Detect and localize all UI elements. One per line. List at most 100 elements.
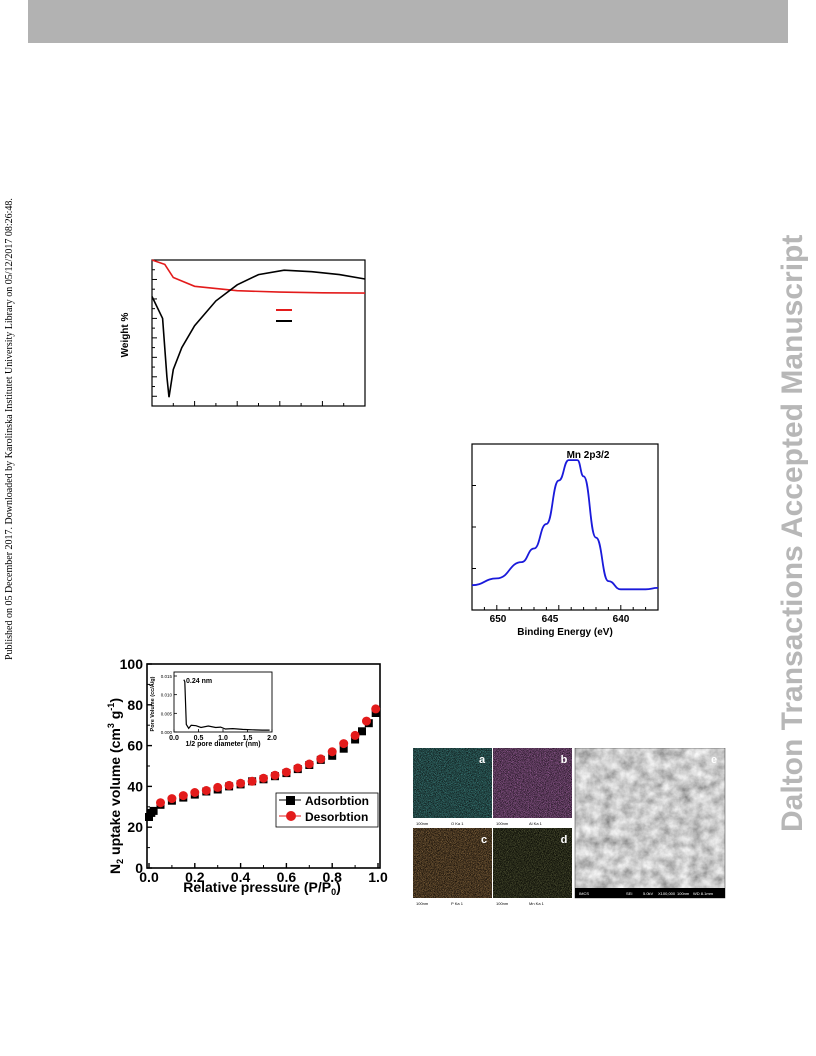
eds-c-signal	[413, 828, 492, 898]
sem-footer-magnification: X100,000	[658, 891, 676, 896]
desorbtion-point	[327, 747, 337, 757]
bet-ytick-label: 60	[127, 738, 143, 754]
xps-figure: Mn 2p3/2 650 645 640 Binding Energy (eV)	[468, 440, 668, 640]
inset-frame	[173, 671, 273, 733]
sem-footer-bar	[575, 888, 725, 898]
desorbtion-point	[371, 704, 381, 714]
panel-label-b: b	[561, 754, 568, 766]
bet-ylabel-sup: 3	[106, 723, 116, 728]
inset-pore-curve	[183, 679, 270, 731]
legend-desorbtion-label: Desorbtion	[305, 810, 368, 824]
bet-figure: 0 20 40 60 80 100 0.0 0.2 0.4 0.6 0.8 1.0 Adsorbti…	[90, 650, 390, 900]
desorbtion-point	[247, 776, 257, 786]
bet-xtick-label: 0.2	[185, 869, 205, 885]
bet-ylabel-rest: uptake volume (cm	[107, 728, 123, 859]
header-bar	[28, 0, 788, 43]
eds-map-oxygen: a 100nm O Ka 1	[413, 748, 492, 827]
eds-c-scale: 100nm	[416, 901, 429, 906]
desorbtion-point	[259, 773, 268, 783]
eds-d-scale: 100nm	[496, 901, 509, 906]
eds-d-caption-bar	[493, 898, 572, 907]
desorbtion-point	[339, 739, 349, 749]
inset-ylabel: Pore Volume (cc/Å/g)	[149, 676, 156, 731]
desorbtion-point	[167, 794, 177, 804]
inset-ytick-label: 0.010	[161, 693, 173, 698]
bet-ytick-label: 40	[127, 778, 143, 794]
bet-yticks: 0 20 40 60 80 100	[120, 656, 152, 876]
bet-ytick-label: 20	[127, 819, 143, 835]
eds-a-signal	[413, 748, 492, 818]
inset-ytick-label: 0.000	[161, 730, 173, 735]
desorbtion-point	[156, 798, 165, 808]
desorbtion-point	[236, 778, 246, 788]
adsorbtion-point	[149, 806, 158, 815]
bet-ylabel-sup2: -1	[106, 703, 116, 711]
inset-xtick-label: 1.5	[243, 735, 253, 742]
panel-label-e: e	[711, 754, 717, 766]
desorbtion-point	[316, 754, 326, 764]
eds-a-caption: O Ka 1	[451, 821, 464, 826]
desorbtion-point	[224, 780, 234, 790]
bet-ytick-label: 80	[127, 697, 143, 713]
panel-label-d: d	[561, 834, 568, 846]
eds-d-signal	[493, 828, 572, 898]
eds-c-caption-bar	[413, 898, 492, 907]
xps-xtick-label: 650	[490, 614, 507, 625]
eds-b-caption-bar	[493, 818, 572, 827]
sem-footer-wd: WD 8.1mm	[693, 891, 714, 896]
inset-xlabel: 1/2 pore diameter (nm)	[185, 741, 260, 748]
xps-xlabel: Binding Energy (eV)	[517, 627, 613, 638]
desorbtion-point	[304, 759, 314, 769]
inset-xtick-label: 0.5	[194, 735, 204, 742]
bet-xlabel-main: Relative pressure (P/P	[183, 879, 331, 895]
bet-xticks: 0.0 0.2 0.4 0.6 0.8 1.0	[139, 863, 388, 885]
accepted-manuscript-watermark: Dalton Transactions Accepted Manuscript	[776, 234, 809, 832]
tga-black-curve	[151, 269, 366, 398]
eds-b-scale: 100nm	[496, 821, 509, 826]
eds-b-caption: Al Ka 1	[529, 821, 543, 826]
panel-label-c: c	[481, 834, 487, 846]
bet-inset: 0.000 0.005 0.010 0.015 0.0 0.5 1.0 1.5 2.0 0.24…	[149, 671, 277, 748]
eds-c-caption: P Ka 1	[451, 901, 464, 906]
tga-chart: Weight %	[120, 259, 366, 407]
xps-xtick-label: 645	[542, 614, 559, 625]
eds-b-signal	[493, 748, 572, 818]
xps-chart: Mn 2p3/2 650 645 640 Binding Energy (eV)	[471, 443, 659, 638]
bet-xlabel-sub: 0	[331, 887, 336, 897]
desorbtion-point	[281, 767, 291, 777]
sem-texture	[575, 748, 725, 898]
legend-adsorbtion-label: Adsorbtion	[305, 794, 369, 808]
eds-a-scale: 100nm	[416, 821, 429, 826]
xps-peak-label: Mn 2p3/2	[567, 450, 610, 461]
bet-xtick-label: 0.0	[139, 869, 159, 885]
bet-ylabel-end: )	[107, 698, 123, 703]
desorbtion-point	[362, 716, 371, 726]
xps-xtick-label: 640	[613, 614, 630, 625]
bet-ylabel-g: g	[107, 711, 123, 723]
sem-footer-scale: 100nm	[677, 891, 690, 896]
bet-ytick-label: 100	[120, 656, 144, 672]
eds-map-aluminium: b 100nm Al Ka 1	[493, 748, 572, 827]
adsorbtion-point	[358, 727, 366, 736]
bet-ylabel: N2 uptake volume (cm3 g-1)	[106, 698, 125, 874]
desorbtion-point	[213, 782, 223, 792]
desorbtion-point	[178, 791, 188, 801]
eds-d-caption: Mn Ka 1	[529, 901, 545, 906]
eds-map-phosphorus: c 100nm P Ka 1	[413, 828, 492, 907]
tga-red-curve	[151, 259, 366, 294]
bet-points	[145, 704, 381, 821]
desorbtion-point	[270, 770, 280, 780]
bet-xtick-label: 0.4	[231, 869, 251, 885]
inset-xtick-label: 0.0	[169, 735, 179, 742]
bet-xlabel: Relative pressure (P/P0)	[183, 879, 341, 897]
bet-legend: Adsorbtion Desorbtion	[275, 792, 379, 828]
inset-ytick-label: 0.015	[161, 674, 173, 679]
bet-ylabel-n: N	[107, 864, 123, 874]
desorbtion-point	[293, 763, 303, 773]
inset-peak-label: 0.24 nm	[186, 678, 212, 685]
tga-ylabel: Weight %	[120, 312, 131, 357]
sem-micrograph: e IMCS SEI 5.0kV X100,000 100nm WD 8.1mm	[574, 747, 726, 899]
bet-xtick-label: 1.0	[368, 869, 388, 885]
eds-map-manganese: d 100nm Mn Ka 1	[493, 828, 572, 907]
